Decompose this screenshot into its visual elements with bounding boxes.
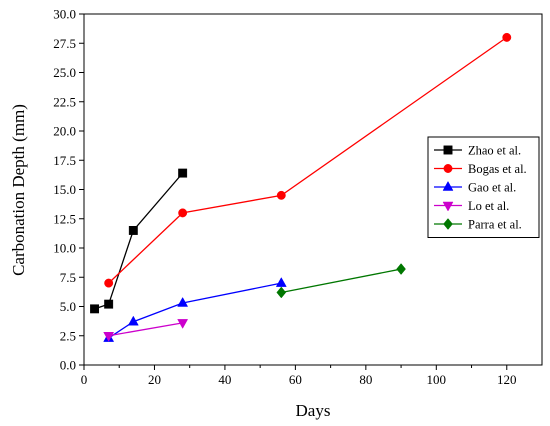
y-tick-label: 0.0 [60,358,76,373]
series-0 [90,168,188,314]
data-point [104,278,114,288]
series-line [281,268,402,294]
y-tick-label: 22.5 [53,94,76,109]
legend-marker [443,145,453,155]
x-axis-title: Days [296,401,331,420]
data-point [178,208,188,218]
y-tick-label: 17.5 [53,153,76,168]
legend-label: Gao et al. [468,181,516,195]
legend-marker [443,164,453,173]
y-tick-label: 10.0 [53,241,76,256]
x-tick-label: 60 [289,372,302,387]
data-point [276,190,286,200]
series-layer [90,32,512,342]
data-point [104,299,114,309]
data-point [177,319,189,329]
legend: Zhao et al. Bogas et al. Gao et al. Lo et a… [427,136,540,238]
legend-label: Parra et al. [468,218,522,232]
legend-entry: Bogas et al. [434,162,527,176]
legend-marker [443,218,453,230]
x-tick-label: 80 [359,372,372,387]
data-point [103,332,115,342]
legend-entry: Parra et al. [434,218,522,232]
data-point [396,263,406,275]
data-point [90,304,100,314]
legend-marker [442,201,454,212]
series-4 [276,263,406,299]
legend-label: Bogas et al. [468,162,527,176]
x-tick-label: 20 [148,372,161,387]
y-tick-label: 27.5 [53,36,76,51]
x-axis-ticks: 0 20 40 60 80 100 120 [81,365,517,387]
series-line [108,36,508,284]
data-point [276,286,287,299]
legend-label: Zhao et al. [468,144,521,158]
y-tick-label: 12.5 [53,211,76,226]
data-point [177,296,189,307]
y-tick-label: 20.0 [53,124,76,139]
x-tick-label: 120 [497,372,517,387]
legend-entry: Lo et al. [434,199,509,213]
x-tick-label: 40 [218,372,231,387]
y-tick-label: 2.5 [60,328,76,343]
y-tick-label: 15.0 [53,182,76,197]
legend-entry: Zhao et al. [434,144,521,158]
series-3 [103,319,189,342]
series-line [108,322,183,337]
series-line [108,282,282,339]
series-1 [104,32,512,288]
y-axis-title: Carbonation Depth (mm) [9,104,28,276]
legend-marker [442,180,454,191]
series-line [94,172,184,310]
y-tick-label: 25.0 [53,65,76,80]
x-tick-label: 0 [81,372,88,387]
data-point [178,168,188,178]
data-point [502,32,512,42]
y-tick-label: 30.0 [53,7,76,22]
legend-entry: Gao et al. [434,181,516,195]
data-point [127,315,139,326]
y-tick-label: 5.0 [60,299,76,314]
y-tick-label: 7.5 [60,270,76,285]
x-tick-label: 100 [427,372,447,387]
y-axis-ticks: 0.0 2.5 5.0 7.5 10.0 12.5 15.0 17.5 20.0 22.5 25.0… [53,7,84,373]
data-point [275,277,287,287]
legend-label: Lo et al. [468,199,509,213]
data-point [128,226,138,235]
